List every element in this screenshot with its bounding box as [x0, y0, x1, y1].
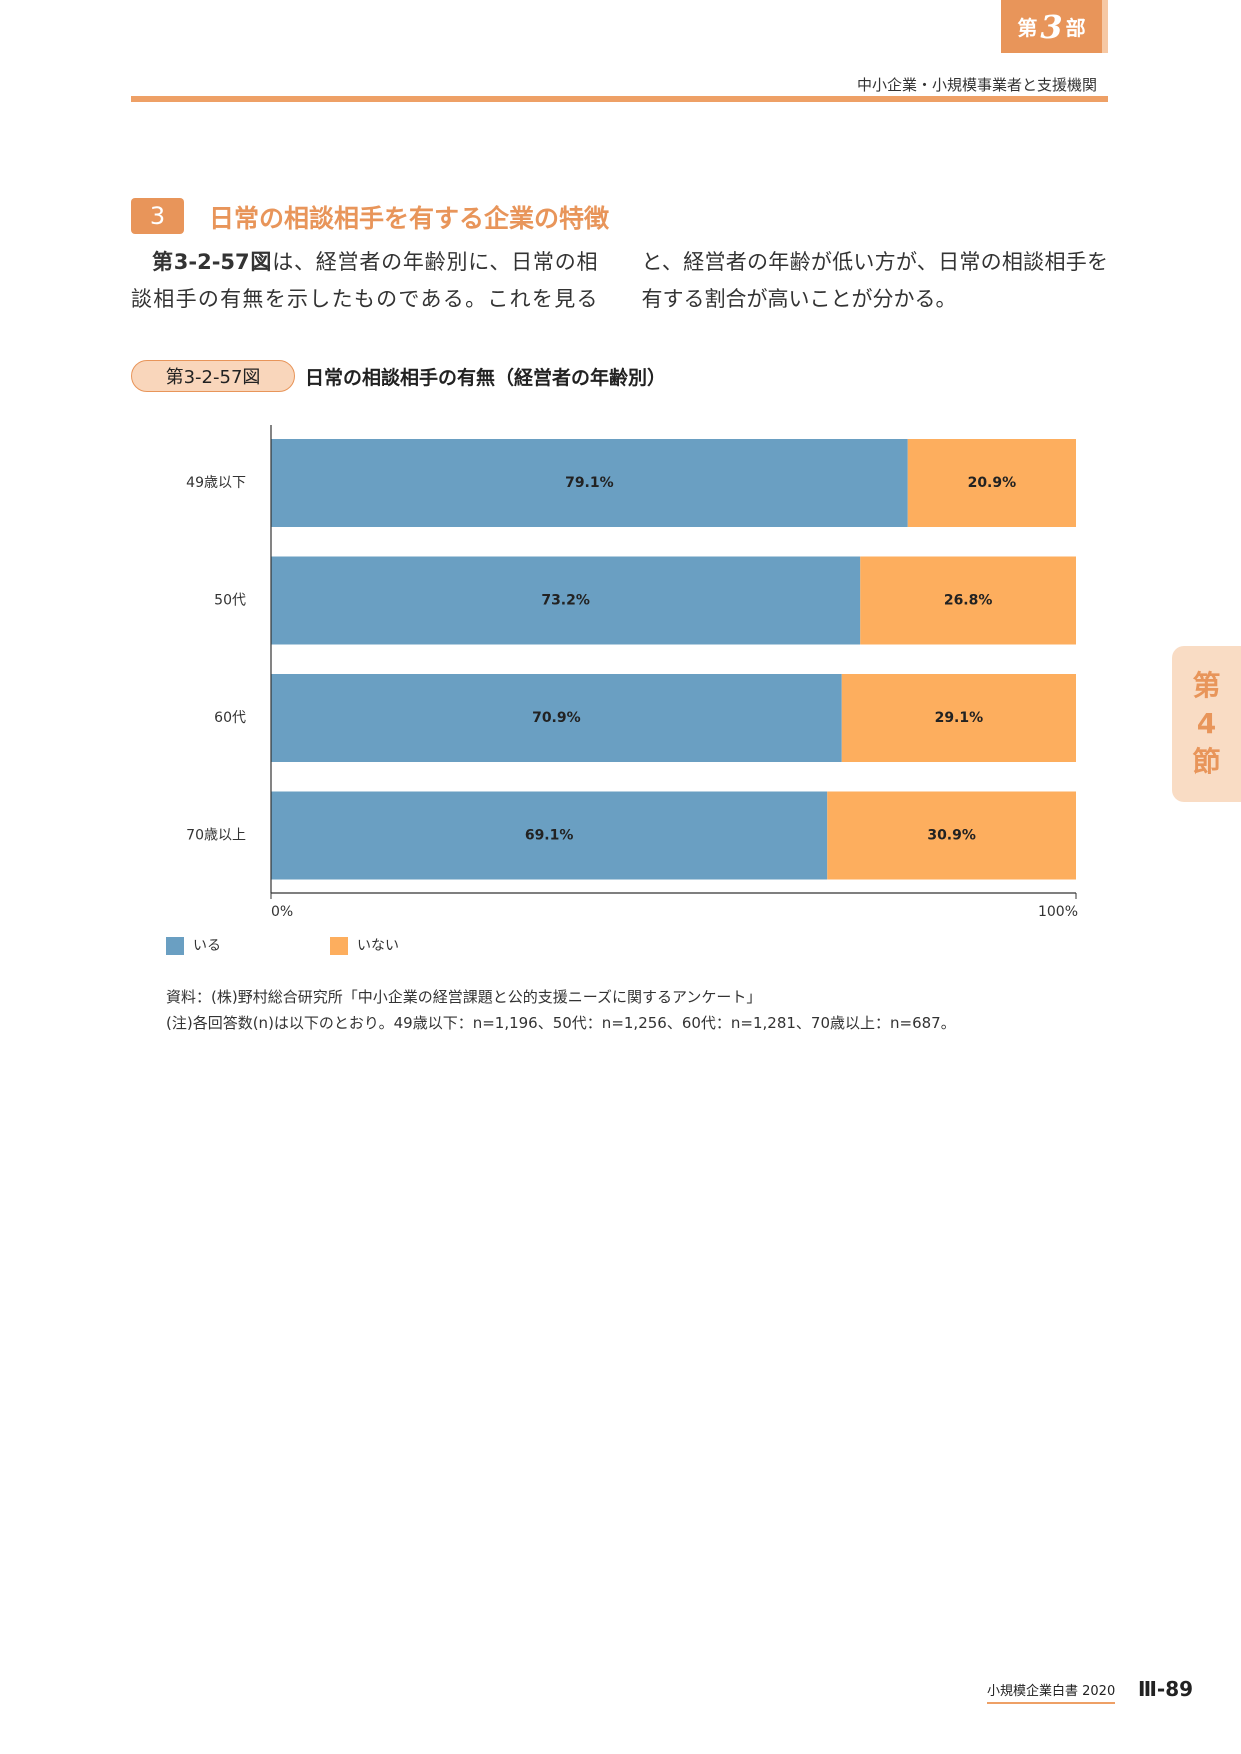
y-tick-label: 49歳以下: [186, 475, 246, 491]
part-number: 3: [1040, 7, 1063, 46]
side-prefix: 第: [1192, 669, 1221, 702]
count-note: (注)各回答数(n)は以下のとおり。49歳以下：n=1,196、50代：n=1,…: [166, 1014, 956, 1032]
value-label: 70.9%: [532, 710, 581, 726]
value-label: 29.1%: [935, 710, 984, 726]
section-number: 3: [131, 198, 184, 234]
value-label: 30.9%: [927, 828, 976, 844]
bar-segment: [827, 791, 1076, 880]
footer-book: 小規模企業白書 2020: [987, 1680, 1116, 1704]
bar-segment: [841, 674, 1076, 762]
legend-label: いない: [357, 938, 399, 954]
side-number: 4: [1196, 707, 1217, 740]
value-label: 79.1%: [565, 475, 614, 491]
value-label: 20.9%: [968, 475, 1017, 491]
y-tick-label: 70歳以上: [186, 828, 246, 844]
bar-segment: [271, 556, 861, 645]
x-tick-label: 0%: [271, 904, 293, 920]
legend-label: いる: [193, 938, 221, 954]
value-label: 69.1%: [525, 828, 574, 844]
bar-segment: [271, 439, 908, 527]
bar-segment: [271, 674, 842, 762]
page-number: Ⅲ-89: [1138, 1677, 1194, 1701]
figure-label: 第3-2-57図: [131, 360, 295, 392]
figure-title: 日常の相談相手の有無（経営者の年齢別）: [305, 367, 667, 389]
value-label: 26.8%: [944, 593, 993, 609]
bar-segment: [860, 556, 1076, 645]
body-text: 第3-2-57図は、経営者の年齢別に、日常の相談相手の有無を示したものである。こ…: [131, 244, 1108, 318]
value-label: 73.2%: [541, 593, 590, 609]
legend-swatch: [330, 937, 348, 955]
header-subtitle: 中小企業・小規模事業者と支援機関: [856, 76, 1097, 94]
part-prefix: 第: [1017, 16, 1038, 40]
y-tick-label: 50代: [214, 593, 246, 609]
notes: 資料：(株)野村総合研究所「中小企業の経営課題と公的支援ニーズに関するアンケート…: [166, 984, 956, 1036]
chart: 49歳以下 79.1% 20.9% 50代 73.2% 26.8% 60代 70.9% 29.1…: [166, 425, 1078, 955]
part-suffix: 部: [1065, 16, 1086, 40]
y-tick-label: 60代: [214, 710, 246, 726]
side-tab: 第 4 節: [1172, 646, 1241, 802]
body-lead: 第3-2-57図: [152, 250, 273, 274]
section-title: 日常の相談相手を有する企業の特徴: [209, 204, 610, 233]
body-main: は、経営者の年齢別に、日常の相談相手の有無を示したものである。これを見ると、経営…: [131, 250, 1108, 311]
bar-segment: [907, 439, 1076, 527]
legend-swatch: [166, 937, 184, 955]
header-rule: [131, 96, 1108, 102]
x-tick-label: 100%: [1038, 904, 1078, 920]
side-suffix: 節: [1192, 745, 1221, 778]
bar-segment: [271, 791, 828, 880]
source-note: 資料：(株)野村総合研究所「中小企業の経営課題と公的支援ニーズに関するアンケート…: [166, 988, 762, 1006]
